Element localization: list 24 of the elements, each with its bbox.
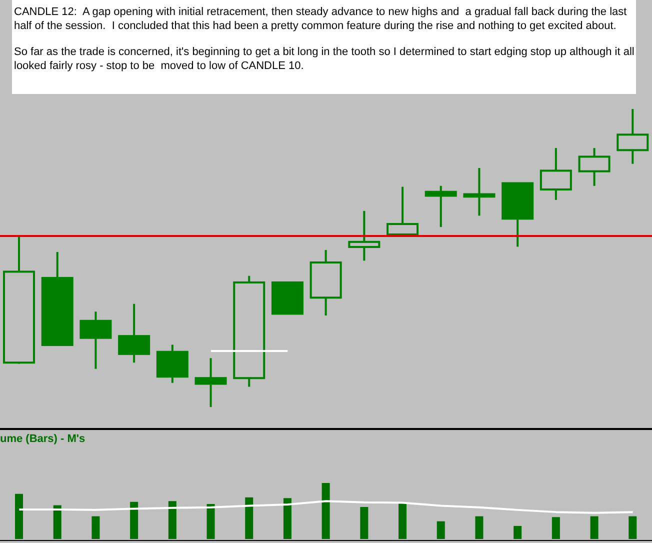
bar (398, 503, 407, 539)
bar (475, 516, 484, 539)
bar (628, 516, 637, 539)
bar (130, 502, 138, 539)
candlestick (424, 184, 457, 228)
text: CANDLE 12: A gap opening with initial retracement, then steady advance to new highs and a gradual fall back during the last half of the session. I concluded that this had been a pretty common feature during the rise and nothing to get excited about. (14, 5, 628, 33)
bar (590, 516, 598, 539)
bar (206, 504, 215, 539)
bar (53, 505, 62, 539)
bar (436, 521, 445, 539)
bar (245, 497, 254, 539)
chart-title: ume (Bars) - M's (0, 433, 86, 445)
candlestick (348, 210, 380, 262)
candlestick (194, 357, 227, 407)
bar (514, 526, 522, 539)
bar (360, 507, 368, 539)
bar (322, 483, 330, 539)
bar (92, 516, 100, 539)
bar (168, 501, 176, 539)
bar (283, 498, 292, 539)
text: So far as the trade is concerned, it's beginning to get a bit long in the tooth so I determined to start edging stop up although it all looked fairly rosy - stop to be moved to low of CANDLE 10. (14, 45, 636, 73)
candlestick (463, 167, 496, 217)
bar (552, 517, 560, 539)
bar (15, 494, 23, 539)
